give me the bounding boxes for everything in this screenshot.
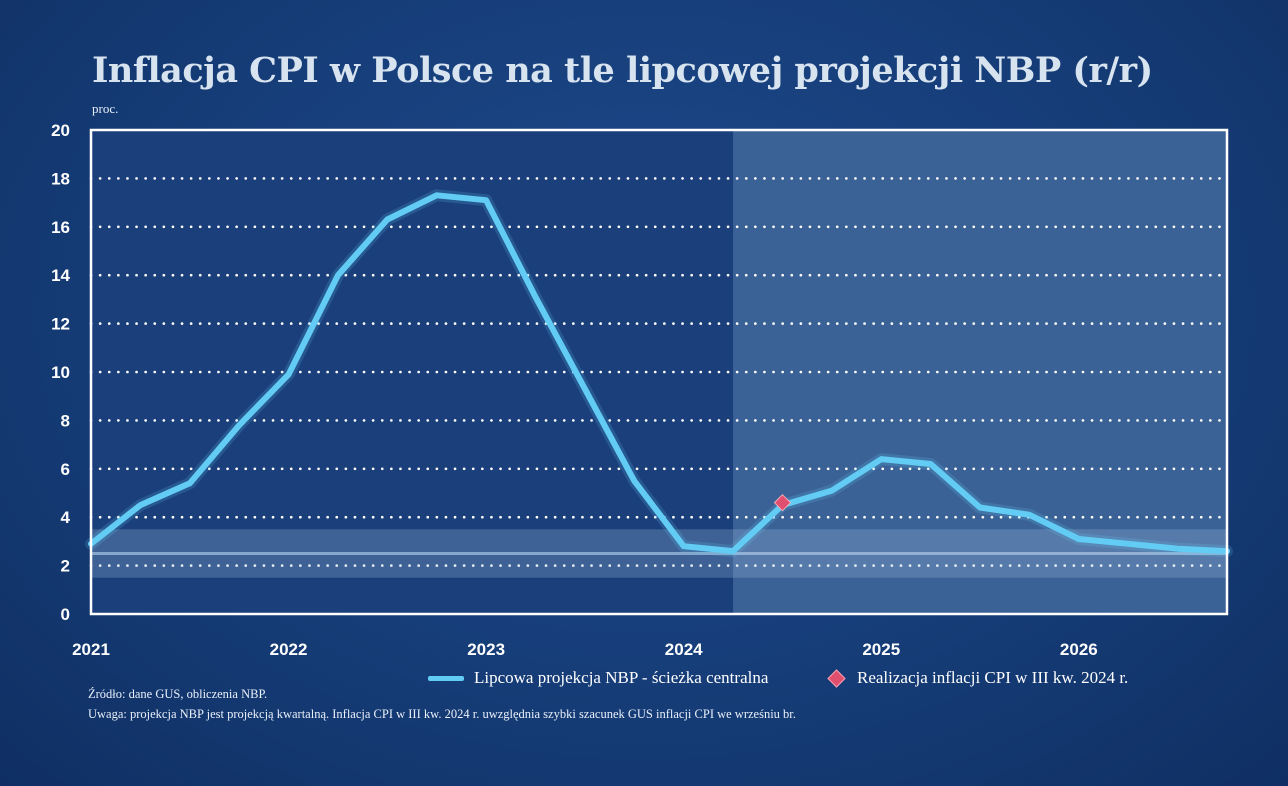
x-tick-label: 2022 bbox=[270, 640, 308, 659]
legend-realization-label: Realizacja inflacji CPI w III kw. 2024 r… bbox=[857, 668, 1129, 687]
data-point-21 bbox=[1125, 541, 1131, 547]
realization-marker bbox=[773, 493, 792, 512]
y-tick-label: 4 bbox=[61, 508, 71, 527]
y-tick-label: 16 bbox=[51, 218, 70, 237]
data-point-10 bbox=[582, 386, 588, 392]
data-point-22 bbox=[1175, 546, 1181, 552]
data-point-11 bbox=[631, 478, 637, 484]
x-tick-label: 2021 bbox=[72, 640, 110, 659]
y-tick-label: 0 bbox=[61, 605, 70, 624]
x-tick-label: 2026 bbox=[1060, 640, 1098, 659]
legend-item-projection: Lipcowa projekcja NBP - ścieżka centraln… bbox=[428, 668, 768, 688]
y-tick-label: 14 bbox=[51, 266, 70, 285]
data-point-4 bbox=[286, 371, 292, 377]
data-point-12 bbox=[681, 543, 687, 549]
y-tick-label: 2 bbox=[61, 557, 70, 576]
data-point-6 bbox=[384, 217, 390, 223]
y-axis-unit: proc. bbox=[92, 101, 119, 116]
data-point-16 bbox=[878, 456, 884, 462]
projection-region bbox=[733, 130, 1227, 614]
data-point-9 bbox=[533, 294, 539, 300]
x-tick-label: 2024 bbox=[665, 640, 703, 659]
series-line-projection bbox=[88, 192, 1230, 555]
y-tick-label: 6 bbox=[61, 460, 70, 479]
source-note: Źródło: dane GUS, obliczenia NBP. bbox=[88, 687, 268, 701]
y-tick-label: 18 bbox=[51, 169, 70, 188]
y-tick-label: 12 bbox=[51, 315, 70, 334]
data-point-8 bbox=[483, 197, 489, 203]
y-tick-label: 8 bbox=[61, 411, 70, 430]
data-point-5 bbox=[335, 272, 341, 278]
chart-notes: Źródło: dane GUS, obliczenia NBP. Uwaga:… bbox=[88, 684, 796, 724]
data-point-18 bbox=[977, 505, 983, 511]
data-point-1 bbox=[137, 502, 143, 508]
data-point-2 bbox=[187, 480, 193, 486]
data-point-19 bbox=[1026, 512, 1032, 518]
x-tick-label: 2023 bbox=[467, 640, 505, 659]
y-tick-label: 10 bbox=[51, 363, 70, 382]
legend-line-swatch bbox=[428, 675, 464, 681]
data-point-20 bbox=[1076, 536, 1082, 542]
x-tick-label: 2025 bbox=[862, 640, 900, 659]
legend-projection-label: Lipcowa projekcja NBP - ścieżka centraln… bbox=[474, 668, 769, 687]
data-point-3 bbox=[236, 422, 242, 428]
data-point-7 bbox=[434, 192, 440, 198]
plot-frame bbox=[89, 128, 1229, 616]
data-point-13 bbox=[730, 548, 736, 554]
remark-note: Uwaga: projekcja NBP jest projekcją kwar… bbox=[88, 707, 796, 721]
legend-item-realization: Realizacja inflacji CPI w III kw. 2024 r… bbox=[827, 668, 1129, 688]
legend-diamond-swatch bbox=[827, 668, 846, 688]
data-point-15 bbox=[829, 488, 835, 494]
y-tick-label: 20 bbox=[51, 121, 70, 140]
data-point-17 bbox=[928, 461, 934, 467]
chart-title: Inflacja CPI w Polsce na tle lipcowej pr… bbox=[92, 50, 1153, 91]
